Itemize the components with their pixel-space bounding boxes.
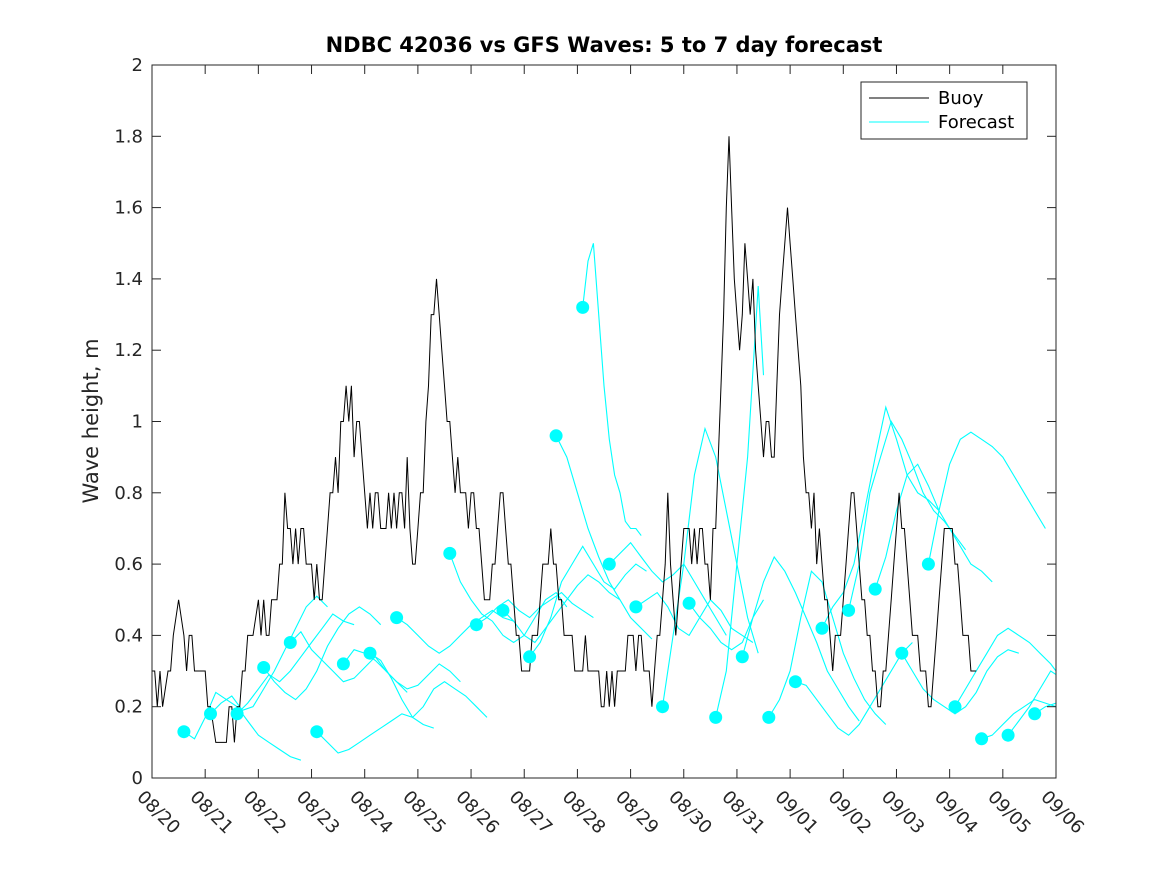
forecast-marker: [842, 603, 856, 617]
forecast-line: [927, 431, 1046, 565]
forecast-line: [502, 574, 621, 644]
y-tick-label: 1.6: [114, 198, 143, 219]
y-tick-label: 0.8: [114, 483, 143, 504]
forecast-line: [529, 545, 647, 658]
forecast-line: [449, 553, 568, 644]
forecast-line: [874, 463, 993, 590]
forecast-marker: [975, 732, 989, 746]
forecast-line: [369, 652, 488, 719]
forecast-line: [741, 555, 860, 722]
chart-title: NDBC 42036 vs GFS Waves: 5 to 7 day fore…: [326, 33, 883, 57]
forecast-marker: [762, 710, 776, 724]
forecast-marker: [629, 600, 643, 614]
series-layer: [152, 136, 1057, 761]
forecast-marker: [443, 546, 457, 560]
forecast-marker: [310, 725, 324, 739]
forecast-marker: [868, 582, 882, 596]
forecast-marker: [363, 646, 377, 660]
forecast-marker: [682, 596, 696, 610]
forecast-marker: [656, 700, 669, 714]
y-tick-label: 1.2: [114, 340, 143, 361]
y-tick-label: 0: [132, 768, 143, 789]
forecast-marker: [523, 650, 537, 664]
forecast-line: [795, 642, 913, 736]
forecast-line: [848, 420, 967, 611]
forecast-marker: [1001, 728, 1015, 742]
forecast-line: [555, 435, 653, 640]
forecast-marker: [895, 646, 909, 660]
forecast-line: [582, 243, 642, 536]
forecast-marker: [735, 650, 749, 664]
forecast-line: [1007, 670, 1057, 736]
y-tick-label: 1.4: [114, 269, 143, 290]
forecast-marker: [788, 675, 802, 689]
forecast-marker: [549, 429, 563, 443]
y-tick-label: 0.4: [114, 625, 143, 646]
forecast-marker: [177, 725, 191, 739]
forecast-line: [210, 595, 328, 715]
forecast-marker: [709, 710, 723, 724]
forecast-line: [608, 541, 727, 636]
forecast-line: [715, 285, 765, 718]
forecast-line: [263, 606, 382, 701]
forecast-line: [981, 698, 1057, 740]
forecast-line: [342, 649, 461, 690]
legend: Buoy Forecast: [860, 81, 1028, 140]
forecast-marker: [815, 621, 829, 635]
forecast-line: [635, 591, 754, 643]
forecast-marker: [602, 557, 616, 571]
legend-box: [860, 81, 1028, 140]
forecast-marker: [1028, 707, 1042, 721]
forecast-marker: [336, 657, 350, 671]
legend-forecast-label: Forecast: [938, 112, 1014, 133]
forecast-line: [821, 405, 940, 629]
forecast-line: [236, 613, 355, 715]
forecast-marker: [496, 603, 510, 617]
forecast-marker: [921, 557, 935, 571]
forecast-marker: [230, 707, 244, 721]
y-tick-label: 1: [132, 412, 143, 433]
forecast-marker: [257, 661, 271, 674]
forecast-marker: [469, 618, 483, 632]
y-tick-label: 0.2: [114, 697, 143, 718]
y-tick-label: 0.6: [114, 554, 143, 575]
forecast-line: [476, 591, 594, 626]
forecast-marker: [948, 700, 962, 714]
forecast-line: [316, 713, 434, 754]
forecast-marker: [390, 611, 404, 625]
forecast-marker: [283, 636, 297, 649]
forecast-line: [688, 599, 764, 651]
forecast-line: [396, 609, 514, 654]
forecast-line: [954, 627, 1057, 707]
y-tick-label: 2: [132, 55, 143, 76]
y-tick-label: 1.8: [114, 126, 143, 147]
legend-buoy-label: Buoy: [938, 88, 984, 109]
forecast-marker: [204, 707, 217, 721]
forecast-marker: [576, 300, 590, 314]
y-axis-label: Wave height, m: [79, 338, 103, 503]
